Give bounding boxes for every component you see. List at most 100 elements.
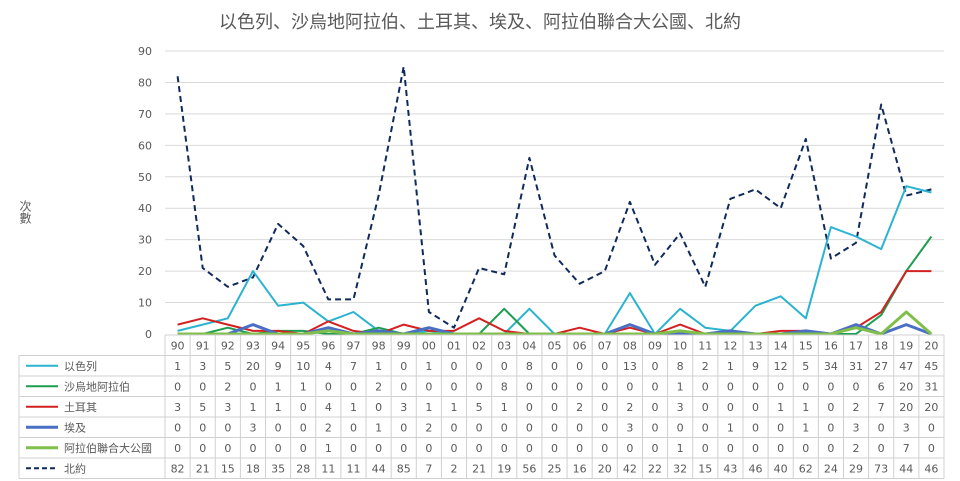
data-label: 0: [878, 421, 885, 434]
data-label: 46: [749, 462, 763, 475]
data-label: 1: [249, 401, 256, 414]
x-tick-label: 96: [321, 339, 335, 352]
data-label: 34: [824, 360, 838, 373]
data-label: 1: [450, 401, 457, 414]
data-label: 0: [501, 360, 508, 373]
data-label: 45: [924, 360, 938, 373]
data-label: 0: [827, 401, 834, 414]
data-label: 0: [450, 421, 457, 434]
data-label: 0: [174, 421, 181, 434]
data-label: 0: [727, 401, 734, 414]
data-label: 10: [296, 360, 310, 373]
data-label: 0: [300, 442, 307, 455]
x-tick-label: 06: [573, 339, 587, 352]
data-label: 85: [397, 462, 411, 475]
data-table: 90 91 92 93 94 95 96 97 98 99 00 01 02 03 04 05 06 07 08 09…: [18, 334, 945, 479]
data-label: 29: [849, 462, 863, 475]
data-label: 22: [648, 462, 662, 475]
data-label: 0: [677, 421, 684, 434]
data-label: 0: [275, 442, 282, 455]
data-label: 0: [551, 421, 558, 434]
data-label: 82: [171, 462, 185, 475]
data-label: 7: [878, 401, 885, 414]
data-label: 0: [476, 380, 483, 393]
data-label: 0: [702, 380, 709, 393]
data-label: 0: [827, 380, 834, 393]
data-label: 18: [246, 462, 260, 475]
data-label: 32: [673, 462, 687, 475]
data-label: 0: [601, 421, 608, 434]
data-label: 31: [849, 360, 863, 373]
data-label: 1: [350, 401, 357, 414]
x-tick-label: 13: [749, 339, 763, 352]
data-label: 1: [425, 360, 432, 373]
data-label: 3: [903, 421, 910, 434]
data-label: 0: [752, 380, 759, 393]
data-label: 0: [626, 380, 633, 393]
data-label: 2: [450, 462, 457, 475]
data-label: 2: [853, 401, 860, 414]
data-label: 0: [300, 401, 307, 414]
data-label: 0: [199, 442, 206, 455]
data-label: 4: [325, 360, 332, 373]
x-tick-label: 91: [196, 339, 210, 352]
data-label: 0: [400, 380, 407, 393]
x-tick-label: 08: [623, 339, 637, 352]
data-label: 0: [878, 442, 885, 455]
data-label: 0: [526, 380, 533, 393]
data-label: 8: [526, 360, 533, 373]
data-label: 40: [774, 462, 788, 475]
data-label: 0: [702, 401, 709, 414]
x-tick-label: 10: [673, 339, 687, 352]
y-tick-label: 50: [138, 171, 152, 184]
data-label: 1: [425, 401, 432, 414]
data-label: 1: [501, 401, 508, 414]
y-tick-label: 80: [138, 76, 152, 89]
data-label: 15: [221, 462, 235, 475]
x-tick-label: 12: [723, 339, 737, 352]
chart-title: 以色列、沙烏地阿拉伯、土耳其、埃及、阿拉伯聯合大公國、北約: [219, 12, 741, 33]
data-label: 56: [522, 462, 536, 475]
x-tick-label: 03: [497, 339, 511, 352]
x-tick-label: 94: [271, 339, 285, 352]
data-label: 3: [199, 360, 206, 373]
data-label: 0: [777, 421, 784, 434]
data-label: 0: [400, 421, 407, 434]
data-label: 0: [300, 421, 307, 434]
x-tick-label: 99: [397, 339, 411, 352]
x-tick-label: 11: [698, 339, 712, 352]
data-label: 0: [400, 442, 407, 455]
data-label: 0: [752, 442, 759, 455]
data-label: 1: [802, 401, 809, 414]
data-label: 16: [573, 462, 587, 475]
data-label: 1: [300, 380, 307, 393]
data-label: 0: [199, 421, 206, 434]
data-label: 0: [702, 421, 709, 434]
data-label: 0: [601, 442, 608, 455]
data-label: 28: [296, 462, 310, 475]
x-tick-label: 90: [171, 339, 185, 352]
legend-entry: 阿拉伯聯合大公國: [64, 441, 152, 455]
data-label: 0: [224, 442, 231, 455]
data-label: 0: [827, 421, 834, 434]
data-label: 0: [626, 442, 633, 455]
data-label: 0: [777, 380, 784, 393]
x-tick-label: 07: [598, 339, 612, 352]
data-label: 0: [928, 442, 935, 455]
data-label: 44: [899, 462, 913, 475]
data-label: 24: [824, 462, 838, 475]
y-tick-label: 40: [138, 202, 152, 215]
y-tick-labels: 0 10 20 30 40 50 60 70 80 90: [138, 45, 152, 341]
data-label: 3: [174, 401, 181, 414]
data-label: 3: [853, 421, 860, 434]
data-label: 8: [677, 360, 684, 373]
data-label: 1: [727, 360, 734, 373]
data-label: 1: [375, 421, 382, 434]
x-tick-label: 16: [824, 339, 838, 352]
data-label: 0: [727, 380, 734, 393]
data-label: 3: [400, 401, 407, 414]
data-label: 0: [928, 421, 935, 434]
data-label: 0: [727, 442, 734, 455]
series-line: [177, 235, 933, 335]
legend-entry: 以色列: [64, 359, 97, 373]
